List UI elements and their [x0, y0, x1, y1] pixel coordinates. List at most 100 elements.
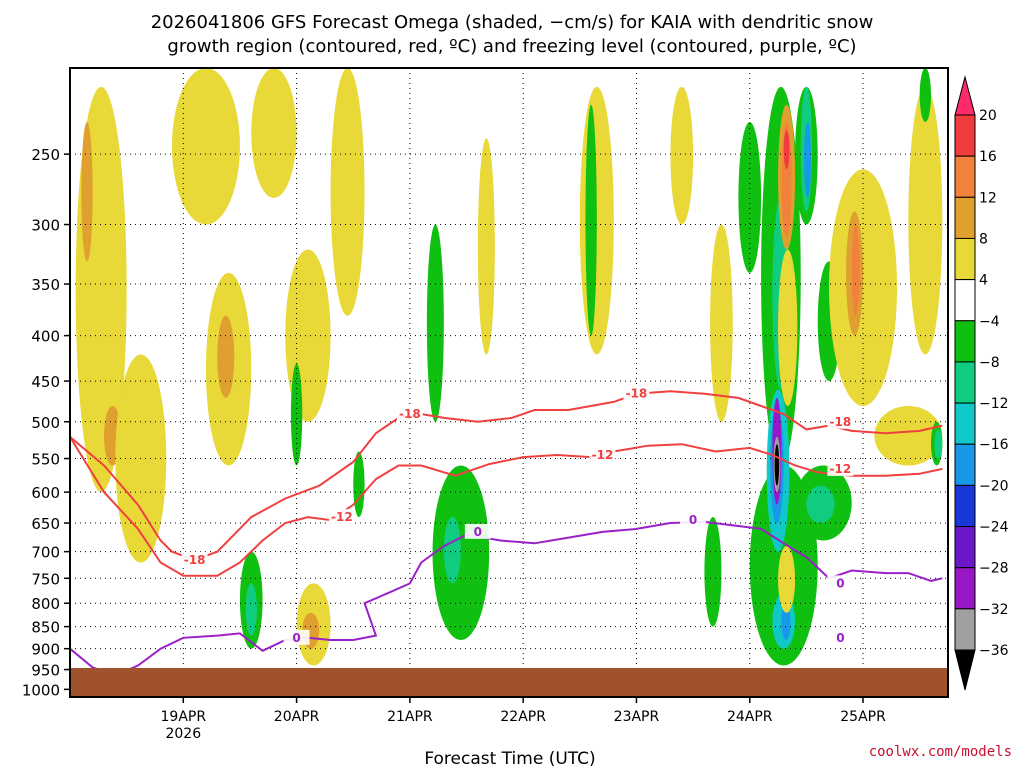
- omega-blob-yellow: [874, 405, 943, 466]
- colorbar-label: −36: [979, 643, 1009, 659]
- contour-label-bg: [589, 447, 616, 463]
- omega-blob-teal: [934, 429, 943, 459]
- y-tick-label: 850: [31, 619, 60, 637]
- ground-terrain: [70, 668, 948, 697]
- contour-0: [69, 520, 943, 677]
- omega-blob-yellow: [670, 86, 694, 225]
- colorbar-label: −12: [979, 396, 1009, 412]
- omega-blob-green: [432, 465, 490, 641]
- y-tick-label: 450: [31, 373, 60, 391]
- y-tick-label: 800: [31, 595, 60, 613]
- y-tick-label: 500: [31, 414, 60, 432]
- colorbar-swatch: [954, 155, 976, 198]
- temperature-contours: -18 -18 -18 -18 -12 -12 -12 0 0 0 0 0: [69, 385, 943, 677]
- y-tick-label: 400: [31, 328, 60, 346]
- omega-blob-yellow: [171, 68, 240, 225]
- contour-label: 0: [836, 576, 844, 590]
- y-tick-label: 650: [31, 515, 60, 533]
- contour-label-bg: [827, 575, 854, 591]
- y-tick-label: 700: [31, 544, 60, 562]
- omega-blob-yellow: [778, 546, 796, 613]
- y-tick-label: 550: [31, 451, 60, 469]
- colorbar-arrow-top: [954, 75, 976, 116]
- contour-label: 0: [836, 631, 844, 645]
- colorbar-label: −4: [979, 314, 1000, 330]
- colorbar-label: −20: [979, 478, 1009, 494]
- omega-blob-yellow: [477, 138, 495, 355]
- y-tick-label: 300: [31, 217, 60, 235]
- contour-label: 0: [474, 525, 482, 539]
- omega-shading: [75, 67, 943, 666]
- omega-blob-blue: [804, 121, 811, 198]
- colorbar-swatch: [954, 402, 976, 445]
- colorbar-swatch: [954, 567, 976, 610]
- contour-label-bg: [827, 460, 854, 476]
- contour-label: -18: [830, 415, 852, 429]
- y-tick-label: 950: [31, 662, 60, 680]
- contour-label: -12: [592, 448, 614, 462]
- omega-blob-teal: [245, 583, 257, 636]
- x-axis-label: Forecast Time (UTC): [424, 749, 595, 768]
- colorbar-arrow-bottom: [954, 649, 976, 691]
- y-tick-label: 750: [31, 570, 60, 588]
- contour-label: 0: [689, 513, 697, 527]
- omega-blob-yellow: [908, 86, 943, 355]
- contour-label: -12: [830, 462, 852, 476]
- colorbar-label: −28: [979, 561, 1009, 577]
- x-tick-label: 19APR: [161, 709, 207, 725]
- x-tick-label: 20APR: [274, 709, 320, 725]
- omega-blob-yellow: [778, 249, 798, 406]
- contour-label-bg: [464, 523, 491, 539]
- colorbar-label: −8: [979, 355, 1000, 371]
- omega-blob-yellow: [330, 68, 365, 316]
- y-tick-label: 1000: [22, 681, 60, 699]
- x-tick-sublabel: 2026: [165, 726, 201, 742]
- x-tick-label: 23APR: [614, 709, 660, 725]
- omega-blob-green: [919, 68, 932, 122]
- omega-blob-teal: [443, 517, 461, 584]
- omega-blob-yellow: [710, 224, 733, 422]
- plot-frame: [69, 67, 949, 698]
- colorbar-swatch: [954, 320, 976, 363]
- y-tick-label: 250: [31, 146, 60, 164]
- contour-label-bg: [328, 509, 355, 525]
- y-axis: 250 300 350 400 450 500 550 600 650 700 750 800 850 9…: [22, 146, 70, 699]
- omega-blob-green: [704, 517, 722, 627]
- colorbar-label: 12: [979, 190, 997, 206]
- plot-area: -18 -18 -18 -18 -12 -12 -12 0 0 0 0 0: [69, 67, 949, 698]
- contour-label-bg: [827, 629, 854, 645]
- colorbar-swatch: [954, 361, 976, 404]
- colorbar-label: −32: [979, 602, 1009, 618]
- colorbar-label: 16: [979, 149, 997, 165]
- contour-label: -18: [184, 553, 206, 567]
- omega-blob-blue: [781, 603, 791, 641]
- contour-label-bg: [181, 551, 208, 567]
- colorbar-label: −16: [979, 437, 1009, 453]
- chart-title-line-1: 2026041806 GFS Forecast Omega (shaded, −…: [151, 12, 874, 33]
- contour-label-bg: [623, 385, 650, 401]
- colorbar-swatch: [954, 114, 976, 157]
- y-tick-label: 900: [31, 641, 60, 659]
- colorbar-label: 8: [979, 231, 988, 247]
- contour-label: -12: [331, 510, 353, 524]
- contour-label: 0: [292, 631, 300, 645]
- y-tick-label: 600: [31, 484, 60, 502]
- y-tick-label: 350: [31, 276, 60, 294]
- colorbar-swatch: [954, 484, 976, 528]
- colorbar-label: 20: [979, 108, 997, 124]
- colorbar-swatch: [954, 196, 976, 239]
- contour-label: -18: [626, 387, 648, 401]
- contour-label: -18: [399, 407, 421, 421]
- contour-label-bg: [827, 413, 854, 429]
- x-tick-label: 24APR: [727, 709, 773, 725]
- omega-blob-orange: [81, 121, 93, 262]
- colorbar-label: 4: [979, 273, 988, 289]
- colorbar: 20 16 12 8 4 −4 −8 −12 −16 −20 −24 −28 −32 −36: [954, 75, 1009, 691]
- omega-blob-green: [290, 363, 303, 466]
- contour-label-bg: [396, 405, 423, 421]
- omega-blob-yellow: [579, 86, 614, 355]
- omega-blob-yellow: [829, 169, 898, 406]
- chart-title-line-2: growth region (contoured, red, ºC) and f…: [167, 36, 856, 57]
